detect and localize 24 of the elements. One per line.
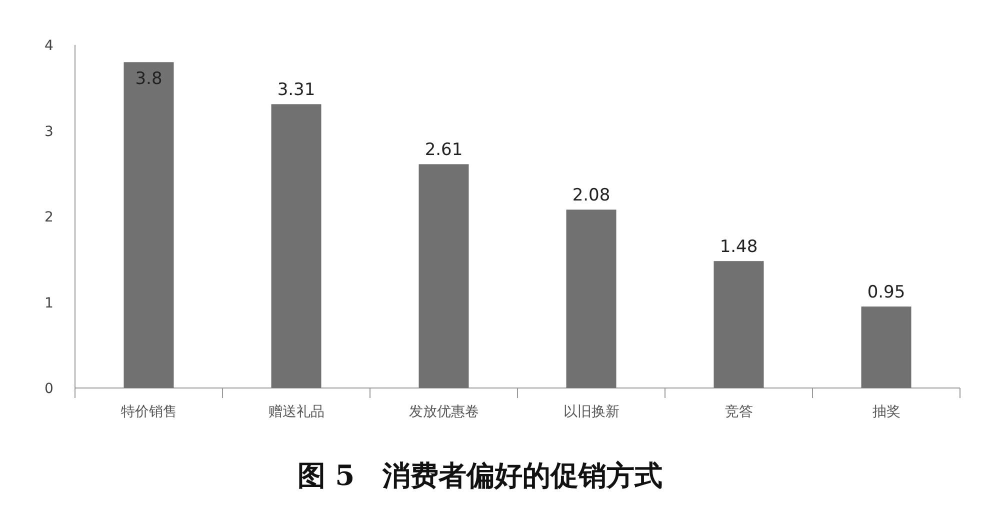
x-tick-label: 以旧换新 xyxy=(563,404,620,420)
x-tick-label: 特价销售 xyxy=(120,404,177,420)
data-label: 2.08 xyxy=(572,186,610,206)
x-tick-label: 竞答 xyxy=(724,404,753,420)
bar xyxy=(714,261,764,388)
y-tick-label: 3 xyxy=(44,124,54,140)
data-label: 2.61 xyxy=(424,140,463,160)
data-label: 3.31 xyxy=(277,80,316,100)
bar xyxy=(566,210,616,388)
y-tick-label: 2 xyxy=(44,210,54,226)
data-label: 0.95 xyxy=(867,282,906,303)
x-tick-label: 抽奖 xyxy=(872,404,900,420)
bar xyxy=(124,62,174,388)
bar xyxy=(418,164,469,388)
bar xyxy=(861,306,912,388)
y-tick-label: 0 xyxy=(44,381,54,397)
y-tick-label: 1 xyxy=(44,295,54,312)
y-tick-label: 4 xyxy=(44,38,54,54)
x-tick-label: 赠送礼品 xyxy=(268,404,324,420)
x-tick-label: 发放优惠卷 xyxy=(408,404,479,420)
data-label: 1.48 xyxy=(720,237,758,258)
data-label: 3.8 xyxy=(135,69,162,90)
text: 图 5 消费者偏好的促销方式 xyxy=(297,459,663,492)
bar xyxy=(271,104,322,388)
